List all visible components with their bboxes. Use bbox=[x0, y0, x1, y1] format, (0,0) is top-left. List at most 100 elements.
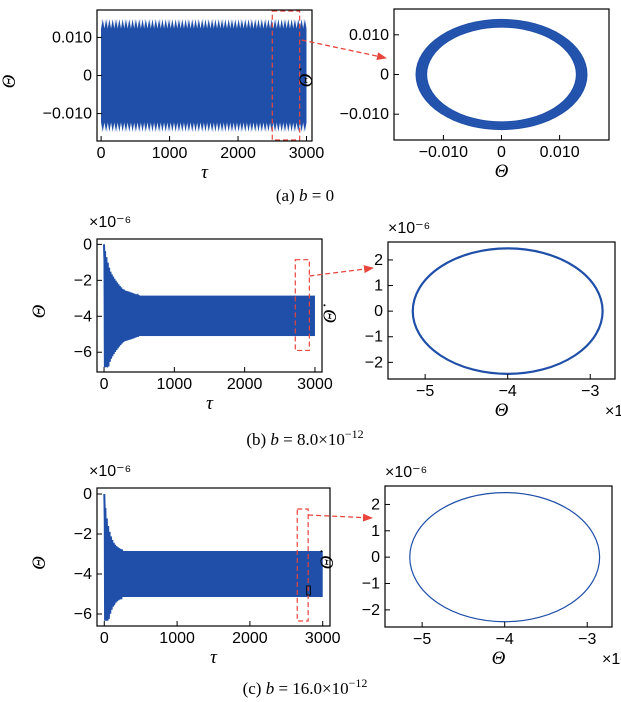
band-notch-top bbox=[104, 10, 108, 29]
band-notch-top bbox=[173, 10, 178, 29]
band-notch-bottom bbox=[117, 122, 121, 141]
y-exponent-label-c-phase: ×10⁻⁶ bbox=[385, 464, 427, 481]
band-notch-bottom bbox=[200, 122, 204, 141]
band-notch-top bbox=[283, 10, 287, 29]
y-tick-label-c-phase: 0 bbox=[371, 549, 380, 566]
band-notch-bottom bbox=[289, 122, 294, 141]
transient-c-time bbox=[103, 493, 124, 621]
x-tick-label-c-time: 3000 bbox=[305, 630, 341, 647]
x-tick-label-c-phase: −5 bbox=[413, 631, 431, 648]
caption-c: (c) b = 16.0×10−12 bbox=[243, 676, 368, 698]
y-tick-label-a-phase: 0.010 bbox=[349, 27, 389, 44]
band-notch-top bbox=[253, 10, 257, 29]
band-envelope-a-time bbox=[101, 19, 309, 132]
band-notch-top bbox=[286, 10, 290, 29]
band-notch-top bbox=[124, 10, 128, 29]
band-notch-bottom bbox=[213, 122, 218, 141]
x-tick-label-a-time: 2000 bbox=[220, 145, 256, 162]
y-axis-label-b-phase: Θ̇ bbox=[320, 304, 341, 324]
frame-b-phase bbox=[387, 241, 616, 380]
y-tick-label-b-phase: −1 bbox=[365, 329, 383, 346]
band-notch-top bbox=[243, 10, 247, 29]
band-notch-bottom bbox=[283, 122, 287, 141]
frame-c-time bbox=[96, 487, 331, 627]
band-notch-top bbox=[217, 10, 221, 29]
y-tick-label-c-phase: −1 bbox=[362, 576, 380, 593]
band-notch-top bbox=[210, 10, 214, 29]
band-notch-bottom bbox=[293, 122, 297, 141]
band-notch-bottom bbox=[180, 122, 184, 141]
band-notch-top bbox=[160, 10, 165, 29]
x-exponent-label-b-phase: ×10⁻⁶ bbox=[605, 403, 621, 420]
band-notch-top bbox=[130, 10, 135, 29]
band-notch-bottom bbox=[250, 122, 254, 141]
band-notch-bottom bbox=[260, 122, 264, 141]
band-fill-c-time bbox=[110, 551, 323, 597]
plot-area-a-phase bbox=[415, 18, 588, 131]
band-notch-bottom bbox=[120, 122, 125, 141]
band-notch-top bbox=[183, 10, 188, 29]
band-notch-bottom bbox=[210, 122, 214, 141]
band-notch-top bbox=[236, 10, 241, 29]
band-notch-bottom bbox=[190, 122, 194, 141]
x-tick-label-c-time: 2000 bbox=[232, 630, 268, 647]
band-notch-bottom bbox=[170, 122, 174, 141]
band-notch-bottom bbox=[217, 122, 221, 141]
x-tick-label-c-phase: −3 bbox=[578, 631, 596, 648]
band-notch-top bbox=[266, 10, 271, 29]
band-notch-bottom bbox=[177, 122, 181, 141]
band-notch-top bbox=[111, 10, 115, 29]
band-notch-bottom bbox=[223, 122, 228, 141]
band-notch-bottom bbox=[183, 122, 188, 141]
limit-cycle-ring-inner bbox=[427, 27, 576, 122]
band-notch-bottom bbox=[296, 122, 300, 141]
band-notch-bottom bbox=[137, 122, 141, 141]
x-tick-label-b-phase: −5 bbox=[416, 383, 434, 400]
band-notch-top bbox=[170, 10, 174, 29]
band-notch-top bbox=[134, 10, 138, 29]
y-tick-label-c-phase: 1 bbox=[371, 523, 380, 540]
band-notch-top bbox=[207, 10, 211, 29]
band-fill-b-time bbox=[116, 295, 315, 337]
y-axis-label-a-time: Θ bbox=[0, 74, 20, 88]
band-notch-top bbox=[213, 10, 218, 29]
x-tick-label-b-phase: −3 bbox=[581, 383, 599, 400]
x-tick-label-c-time: 0 bbox=[100, 630, 109, 647]
y-tick-label-b-time: −2 bbox=[74, 272, 92, 289]
caption-b: (b) b = 8.0×10−12 bbox=[246, 427, 363, 449]
plot-area-c-phase bbox=[409, 491, 601, 623]
band-notch-bottom bbox=[157, 122, 161, 141]
y-exponent-label-b-time: ×10⁻⁶ bbox=[89, 214, 131, 231]
band-notch-top bbox=[150, 10, 155, 29]
y-tick-label-a-time: −0.010 bbox=[43, 106, 92, 123]
y-axis-label-b-time: Θ bbox=[29, 304, 50, 318]
limit-cycle-c-phase bbox=[409, 491, 601, 623]
y-tick-label-b-phase: 1 bbox=[374, 278, 383, 295]
band-notch-top bbox=[193, 10, 198, 29]
limit-cycle-trace bbox=[419, 22, 584, 127]
band-notch-bottom bbox=[253, 122, 257, 141]
band-notch-bottom bbox=[266, 122, 271, 141]
band-notch-bottom bbox=[160, 122, 165, 141]
frame-a-time bbox=[96, 9, 313, 142]
x-tick-label-b-time: 1000 bbox=[157, 376, 193, 393]
plot-area-a-time bbox=[101, 10, 312, 141]
band-notch-bottom bbox=[256, 122, 261, 141]
frame-b-time bbox=[96, 238, 323, 373]
band-notch-bottom bbox=[243, 122, 247, 141]
caption-a: (a) b = 0 bbox=[276, 186, 334, 205]
band-notch-bottom bbox=[246, 122, 251, 141]
x-axis-label-a-time: τ bbox=[201, 162, 209, 183]
transient-start-b-time bbox=[103, 244, 108, 316]
band-notch-top bbox=[177, 10, 181, 29]
band-notch-top bbox=[154, 10, 158, 29]
y-tick-label-b-phase: −2 bbox=[365, 354, 383, 371]
x-tick-label-a-phase: 0.010 bbox=[540, 144, 580, 161]
band-notch-bottom bbox=[233, 122, 237, 141]
band-notch-bottom bbox=[134, 122, 138, 141]
plot-area-c-time bbox=[103, 493, 323, 621]
x-exponent-label-c-phase: ×10⁻⁶ bbox=[602, 651, 621, 668]
y-exponent-label-c-time: ×10⁻⁶ bbox=[89, 463, 131, 480]
band-notch-bottom bbox=[130, 122, 135, 141]
band-notch-top bbox=[303, 10, 307, 29]
